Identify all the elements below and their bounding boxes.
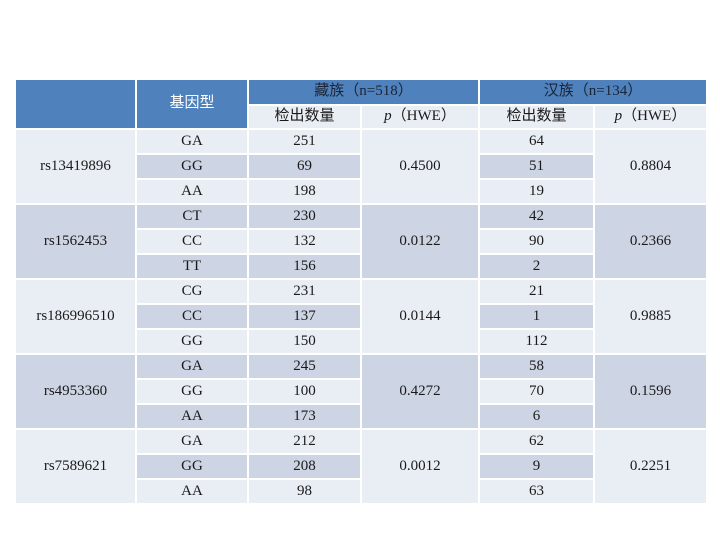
table-row: CC 132 90 <box>15 228 707 255</box>
han-count-header: 检出数量 <box>478 104 595 130</box>
han-p-cell: 0.2251 <box>593 428 708 505</box>
han-p-cell: 0.1596 <box>593 353 708 430</box>
genotype-cell: GA <box>135 353 249 380</box>
han-count-cell: 58 <box>478 353 595 380</box>
tibetan-p-cell: 0.4500 <box>360 128 480 205</box>
tibetan-count-cell: 69 <box>247 153 362 180</box>
han-count-cell: 90 <box>478 228 595 255</box>
table-row: rs13419896 GA 251 0.4500 64 0.8804 <box>14 128 708 205</box>
genotype-cell: AA <box>135 178 249 205</box>
hwe-label: （HWE） <box>391 108 456 125</box>
tibetan-p-cell: 0.0012 <box>360 428 480 505</box>
genotype-cell: GG <box>135 153 249 180</box>
table-row: CC 137 1 <box>15 303 707 330</box>
table-row: TT 156 2 <box>15 253 707 280</box>
tibetan-count-cell: 251 <box>247 128 362 155</box>
han-count-cell: 42 <box>478 203 595 230</box>
table-row: AA 98 63 <box>15 478 707 505</box>
table-row: GG 150 112 <box>15 328 707 355</box>
genotype-cell: CG <box>135 278 249 305</box>
tibetan-count-cell: 245 <box>247 353 362 380</box>
p-symbol: p <box>614 108 623 125</box>
genotype-cell: GG <box>135 328 249 355</box>
han-count-cell: 9 <box>478 453 595 480</box>
tibetan-count-cell: 212 <box>247 428 362 455</box>
tibetan-count-cell: 173 <box>247 403 362 430</box>
table-row: AA 198 19 <box>15 178 707 205</box>
han-p-cell: 0.2366 <box>593 203 708 280</box>
genotype-cell: AA <box>135 403 249 430</box>
genotype-cell: GG <box>135 453 249 480</box>
tibetan-count-cell: 137 <box>247 303 362 330</box>
table-row: rs1562453 CT 230 0.0122 42 0.2366 <box>14 203 708 280</box>
table-row: AA 173 6 <box>15 403 707 430</box>
table-row: GG 100 70 <box>15 378 707 405</box>
genotype-cell: GA <box>135 428 249 455</box>
han-count-cell: 62 <box>478 428 595 455</box>
tibetan-count-cell: 98 <box>247 478 362 505</box>
corner-cell <box>14 78 137 130</box>
han-count-cell: 112 <box>478 328 595 355</box>
han-count-cell: 63 <box>478 478 595 505</box>
tibetan-count-cell: 156 <box>247 253 362 280</box>
genotype-cell: CC <box>135 303 249 330</box>
genotype-cell: TT <box>135 253 249 280</box>
table-body: rs13419896 GA 251 0.4500 64 0.8804 GG 69 51 AA 198… <box>14 128 708 505</box>
p-symbol: p <box>384 108 392 125</box>
han-p-header: p（HWE） <box>593 104 708 130</box>
genotype-cell: GA <box>135 128 249 155</box>
han-p-cell: 0.8804 <box>593 128 708 205</box>
tibetan-count-cell: 198 <box>247 178 362 205</box>
tibetan-count-header: 检出数量 <box>247 104 362 130</box>
tibetan-p-cell: 0.0122 <box>360 203 480 280</box>
table-row: GG 69 51 <box>15 153 707 180</box>
tibetan-count-cell: 208 <box>247 453 362 480</box>
genotype-cell: GG <box>135 378 249 405</box>
han-count-cell: 64 <box>478 128 595 155</box>
han-group-header: 汉族（n=134） <box>478 78 708 106</box>
hwe-label: （HWE） <box>622 108 687 125</box>
genotype-cell: CC <box>135 228 249 255</box>
han-count-cell: 70 <box>478 378 595 405</box>
genotype-table: 基因型 藏族（n=518） 汉族（n=134） 检出数量 p（HWE） 检出数量… <box>14 78 708 505</box>
snp-label-cell: rs7589621 <box>14 428 137 505</box>
tibetan-count-cell: 231 <box>247 278 362 305</box>
han-p-cell: 0.9885 <box>593 278 708 355</box>
tibetan-group-header: 藏族（n=518） <box>247 78 480 106</box>
tibetan-p-cell: 0.0144 <box>360 278 480 355</box>
han-count-cell: 51 <box>478 153 595 180</box>
table-row: rs186996510 CG 231 0.0144 21 0.9885 <box>14 278 708 355</box>
genotype-cell: CT <box>135 203 249 230</box>
han-count-cell: 6 <box>478 403 595 430</box>
han-count-cell: 1 <box>478 303 595 330</box>
tibetan-p-cell: 0.4272 <box>360 353 480 430</box>
table-row: rs4953360 GA 245 0.4272 58 0.1596 <box>14 353 708 430</box>
tibetan-count-cell: 132 <box>247 228 362 255</box>
genotype-cell: AA <box>135 478 249 505</box>
tibetan-count-cell: 230 <box>247 203 362 230</box>
han-count-cell: 19 <box>478 178 595 205</box>
snp-label-cell: rs186996510 <box>14 278 137 355</box>
tibetan-count-cell: 100 <box>247 378 362 405</box>
genotype-column-header: 基因型 <box>135 78 249 130</box>
snp-label-cell: rs13419896 <box>14 128 137 205</box>
snp-label-cell: rs1562453 <box>14 203 137 280</box>
table-row: GG 208 9 <box>15 453 707 480</box>
table-row: rs7589621 GA 212 0.0012 62 0.2251 <box>14 428 708 505</box>
snp-label-cell: rs4953360 <box>14 353 137 430</box>
han-count-cell: 2 <box>478 253 595 280</box>
han-count-cell: 21 <box>478 278 595 305</box>
tibetan-count-cell: 150 <box>247 328 362 355</box>
tibetan-p-header: p（HWE） <box>360 104 480 130</box>
